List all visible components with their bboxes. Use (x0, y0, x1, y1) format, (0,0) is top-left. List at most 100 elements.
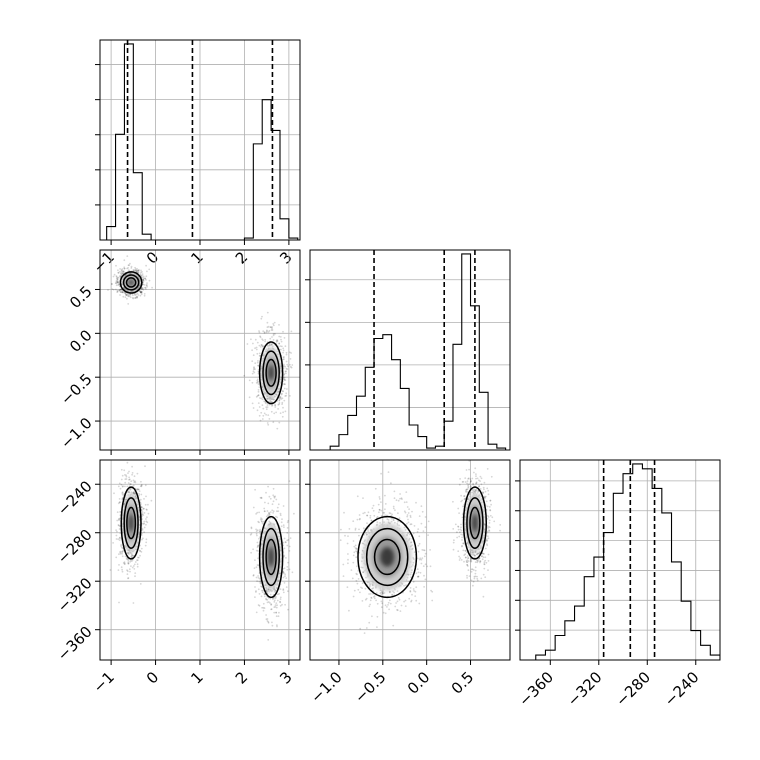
sample-point (141, 277, 144, 279)
sample-point (134, 268, 137, 271)
sample-point (249, 533, 252, 536)
sample-point (406, 514, 409, 516)
sample-point (361, 555, 364, 557)
sample-point (260, 517, 262, 519)
sample-point (255, 528, 257, 531)
sample-point (368, 582, 371, 584)
sample-point (380, 514, 383, 517)
grid (310, 279, 510, 408)
sample-point (133, 563, 136, 566)
sample-point (124, 455, 126, 457)
sample-point (473, 577, 476, 580)
sample-point (127, 293, 129, 296)
sample-point (285, 557, 287, 559)
sample-point (252, 354, 255, 357)
sample-point (118, 564, 120, 566)
sample-point (126, 255, 129, 257)
sample-point (464, 550, 467, 552)
sample-point (150, 499, 153, 502)
sample-point (280, 557, 283, 560)
contour (365, 527, 409, 587)
sample-point (257, 577, 260, 579)
sample-point (265, 586, 267, 589)
sample-point (272, 324, 275, 327)
sample-point (375, 599, 377, 602)
sample-point (416, 557, 419, 560)
sample-point (410, 599, 413, 602)
sample-point (274, 404, 277, 407)
sample-point (261, 315, 263, 318)
sample-point (270, 410, 273, 413)
sample-point (139, 273, 142, 275)
sample-point (272, 339, 275, 341)
sample-point (256, 529, 259, 532)
sample-point (129, 559, 132, 562)
sample-point (267, 325, 270, 328)
sample-point (276, 506, 279, 509)
sample-point (131, 566, 134, 569)
sample-point (270, 344, 273, 346)
sample-point (144, 277, 147, 280)
sample-point (126, 267, 128, 270)
sample-point (361, 582, 364, 585)
sample-point (136, 268, 139, 270)
sample-point (283, 376, 286, 379)
sample-point (487, 569, 489, 571)
sample-point (413, 551, 416, 553)
sample-point (406, 533, 408, 536)
sample-point (366, 514, 368, 517)
sample-point (282, 571, 285, 574)
sample-point (283, 547, 286, 550)
sample-point (121, 492, 124, 495)
sample-point (277, 615, 280, 618)
sample-point (282, 406, 284, 409)
sample-point (143, 522, 145, 525)
sample-point (136, 488, 139, 490)
sample-point (116, 281, 118, 283)
sample-point (422, 565, 425, 567)
sample-point (250, 338, 252, 341)
x-tick-label: 1 (187, 668, 206, 687)
sample-point (145, 495, 147, 498)
sample-point (139, 294, 142, 297)
sample-point (136, 565, 139, 568)
sample-point (260, 496, 263, 499)
sample-point (143, 294, 146, 297)
sample-point (261, 404, 264, 407)
sample-point (275, 339, 278, 342)
sample-point (285, 353, 288, 356)
sample-point (254, 368, 256, 370)
sample-point (282, 351, 284, 354)
sample-point (138, 490, 141, 492)
sample-point (117, 485, 120, 488)
sample-point (266, 326, 269, 329)
sample-point (129, 483, 132, 485)
sample-point (265, 408, 268, 411)
sample-point (267, 331, 270, 333)
sample-point (145, 284, 148, 287)
sample-point (121, 491, 124, 494)
sample-point (126, 297, 128, 300)
sample-point (132, 296, 134, 299)
sample-point (118, 539, 121, 541)
sample-point (467, 478, 469, 480)
sample-point (112, 542, 114, 544)
sample-point (266, 311, 269, 314)
sample-point (132, 565, 135, 567)
sample-point (347, 558, 349, 561)
sample-point (358, 534, 360, 537)
sample-point (475, 481, 478, 484)
sample-point (279, 598, 282, 600)
sample-point (411, 544, 413, 547)
sample-point (422, 549, 425, 551)
sample-point (120, 468, 123, 471)
ticks: −1 0 1 2 3−240−280−320−360 (54, 477, 296, 696)
sample-point (274, 597, 277, 600)
x-tick-label: 3 (276, 248, 295, 267)
sample-point (116, 289, 119, 292)
sample-point (266, 406, 269, 408)
sample-point (137, 269, 140, 272)
sample-point (282, 589, 285, 591)
sample-point (260, 344, 263, 346)
sample-point (407, 518, 409, 521)
